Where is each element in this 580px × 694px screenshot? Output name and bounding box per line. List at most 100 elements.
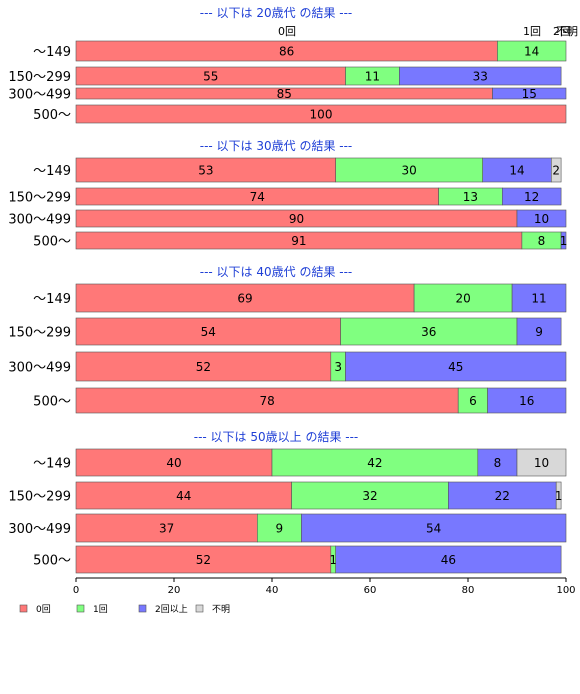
value-label: 22 [495, 489, 510, 503]
header-label-3: 不明 [556, 25, 578, 38]
bar-segment [457, 387, 488, 414]
x-tick-label: 20 [168, 585, 181, 596]
bar-segment [301, 513, 567, 543]
value-label: 86 [279, 45, 294, 59]
category-label: 150～299 [8, 191, 71, 206]
legend-swatch [138, 604, 147, 613]
bar-segment [340, 317, 518, 346]
value-label: 14 [524, 45, 539, 59]
legend-label: 0回 [36, 604, 51, 615]
bar-segment [501, 187, 562, 206]
value-label: 54 [201, 325, 216, 339]
bar-segment [516, 317, 562, 346]
bar-segment [335, 545, 562, 574]
bar-segment [345, 351, 567, 382]
bar-segment [75, 351, 332, 382]
value-label: 37 [159, 522, 174, 536]
value-label: 8 [538, 234, 546, 248]
category-label: 500～ [33, 235, 71, 250]
value-label: 91 [291, 234, 306, 248]
x-tick-label: 40 [266, 585, 279, 596]
category-label: ～149 [33, 45, 71, 60]
value-label: 15 [522, 87, 537, 101]
value-label: 30 [402, 164, 417, 178]
value-label: 52 [196, 360, 211, 374]
value-label: 2 [552, 164, 560, 178]
header-label-0: 0回 [278, 25, 296, 38]
category-label: 150～299 [8, 490, 71, 505]
bar-segment [492, 87, 567, 100]
legend-swatch [195, 604, 204, 613]
bar-segment [271, 448, 479, 477]
value-label: 9 [535, 325, 543, 339]
value-label: 100 [310, 108, 333, 122]
value-label: 6 [469, 394, 477, 408]
header-label-2: 2回 [553, 25, 571, 38]
value-label: 10 [534, 212, 549, 226]
category-label: 500～ [33, 554, 71, 569]
category-label: 150～299 [8, 326, 71, 341]
bar-segment [482, 157, 552, 183]
category-label: ～149 [33, 164, 71, 179]
bar-segment [399, 66, 562, 86]
value-label: 11 [531, 292, 546, 306]
value-label: 14 [509, 164, 524, 178]
value-label: 69 [237, 292, 252, 306]
x-tick-label: 60 [364, 585, 377, 596]
value-label: 1 [329, 553, 337, 567]
category-label: 300～499 [8, 88, 71, 103]
bar-segment [560, 231, 567, 250]
bar-segment [75, 283, 415, 313]
value-label: 32 [362, 489, 377, 503]
value-label: 16 [519, 394, 534, 408]
value-label: 20 [455, 292, 470, 306]
bar-segment [487, 387, 567, 414]
legend-label: 1回 [93, 604, 108, 615]
category-label: 150～299 [8, 70, 71, 85]
value-label: 36 [421, 325, 436, 339]
category-label: 500～ [33, 108, 71, 123]
bar-segment [550, 157, 562, 183]
value-label: 9 [276, 522, 284, 536]
bar-segment [75, 104, 567, 124]
x-tick-label: 80 [462, 585, 475, 596]
bar-segment [516, 209, 567, 228]
value-label: 40 [166, 456, 181, 470]
value-label: 42 [367, 456, 382, 470]
value-label: 52 [196, 553, 211, 567]
bar-segment [497, 40, 567, 62]
value-label: 10 [534, 456, 549, 470]
bar-segment [291, 481, 449, 510]
value-label: 46 [441, 553, 456, 567]
panel-title-2: --- 以下は 40歳代 の結果 --- [200, 265, 353, 279]
bar-segment [75, 481, 292, 510]
bar-segment [75, 387, 459, 414]
value-label: 90 [289, 212, 304, 226]
bar-segment [511, 283, 567, 313]
bar-segment [75, 545, 332, 574]
bar-segment [75, 157, 337, 183]
value-label: 11 [365, 70, 380, 84]
header-label-1: 1回 [523, 25, 541, 38]
category-label: ～149 [33, 457, 71, 472]
value-label: 33 [473, 70, 488, 84]
panel-title-1: --- 以下は 30歳代 の結果 --- [200, 139, 353, 153]
legend-swatch [19, 604, 28, 613]
bar-segment [335, 157, 484, 183]
value-label: 78 [259, 394, 274, 408]
category-label: ～149 [33, 292, 71, 307]
value-label: 13 [463, 190, 478, 204]
value-label: 1 [560, 234, 568, 248]
category-label: 500～ [33, 395, 71, 410]
category-label: 300～499 [8, 522, 71, 537]
value-label: 74 [250, 190, 265, 204]
value-label: 12 [524, 190, 539, 204]
bar-segment [516, 448, 567, 477]
panel-title-0: --- 以下は 20歳代 の結果 --- [200, 6, 353, 20]
value-label: 53 [198, 164, 213, 178]
value-label: 54 [426, 522, 441, 536]
legend-label: 不明 [212, 604, 230, 615]
bar-segment [555, 481, 562, 510]
bar-segment [75, 513, 258, 543]
